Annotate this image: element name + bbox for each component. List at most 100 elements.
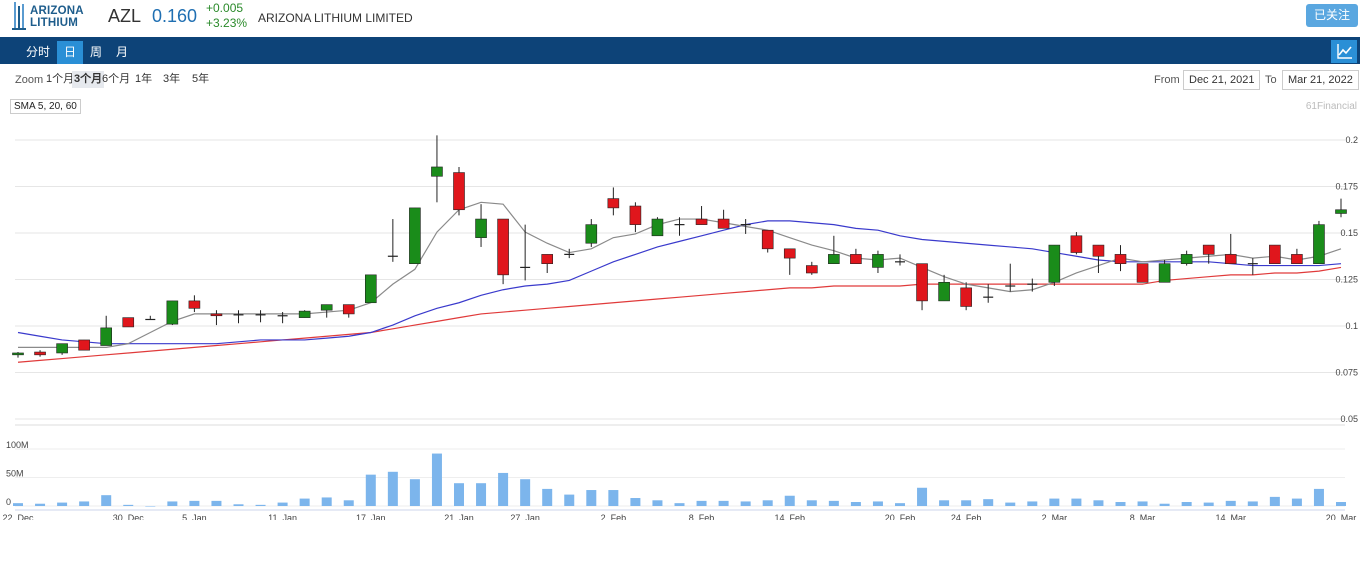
candle-body (717, 218, 730, 229)
candle-body (409, 207, 421, 264)
volume-bar (79, 501, 90, 506)
candle-body (872, 254, 884, 268)
volume-bar (542, 488, 553, 506)
volume-bar (321, 497, 332, 506)
volume-bar (189, 500, 200, 506)
date-tick-label: 22. Dec (2, 513, 34, 520)
volume-bar (1115, 502, 1126, 506)
candle-body (783, 248, 796, 259)
volume-bar (145, 506, 156, 507)
volume-bar (850, 502, 861, 506)
date-tick-label: 2. Mar (1042, 513, 1068, 520)
sma5-line (18, 201, 1342, 348)
date-tick-label: 8. Mar (1130, 513, 1156, 520)
line-chart-icon (1337, 44, 1352, 59)
date-tick-label: 17. Jan (356, 513, 386, 520)
tab-monthly[interactable]: 月 (115, 45, 128, 59)
volume-bar (1049, 498, 1060, 506)
volume-bar (409, 479, 420, 506)
candle-body (938, 281, 950, 302)
price-tick-label: 0.075 (1335, 368, 1358, 378)
volume-bar (343, 500, 354, 506)
quote-header: ARIZONA LITHIUM AZL 0.160 +0.005 +3.23% … (0, 0, 1360, 37)
to-label: To (1265, 74, 1277, 86)
date-tick-label: 14. Mar (1215, 513, 1246, 520)
zoom-3m-button[interactable]: 3个月 (72, 71, 105, 88)
volume-bar (674, 503, 685, 506)
price-tick-label: 0.05 (1340, 414, 1358, 424)
zoom-label: Zoom (15, 74, 44, 86)
date-tick-label: 20. Feb (885, 513, 916, 520)
candle-body (1202, 244, 1215, 255)
candle-body (34, 351, 46, 356)
volume-bar (1225, 500, 1236, 506)
zoom-5y-button[interactable]: 5年 (192, 73, 210, 85)
volume-bar (520, 479, 531, 506)
candle-body (805, 265, 818, 274)
volume-bar (983, 499, 994, 506)
volume-bar (1203, 502, 1214, 506)
date-tick-label: 2. Feb (601, 513, 627, 520)
candle-body (56, 343, 68, 354)
volume-bar (1071, 498, 1082, 506)
candle-body (651, 218, 664, 237)
price-tick-label: 0.125 (1335, 275, 1358, 285)
date-tick-label: 5. Jan (182, 513, 207, 520)
volume-tick-label: 0 (6, 497, 11, 507)
price-change: +0.005 +3.23% (206, 1, 247, 31)
tab-weekly[interactable]: 周 (89, 45, 102, 59)
chart-type-toggle[interactable] (1331, 40, 1357, 63)
volume-bar (211, 500, 222, 506)
date-tick-label: 30. Dec (113, 513, 145, 520)
volume-bar (939, 500, 950, 506)
volume-bar (586, 490, 597, 506)
zoom-1m-button[interactable]: 1个月 (46, 73, 75, 85)
follow-button[interactable]: 已关注 (1306, 4, 1358, 27)
date-tick-label: 14. Feb (774, 513, 805, 520)
candle-body (1158, 263, 1171, 283)
sma60-line (17, 266, 1342, 363)
candle-body (210, 313, 223, 317)
volume-bar (299, 498, 310, 506)
candle-body (12, 352, 24, 356)
volume-bar (961, 500, 972, 506)
sma20-line (17, 220, 1342, 345)
candle-body (1114, 254, 1127, 264)
volume-bar (740, 501, 751, 506)
volume-bar (652, 500, 663, 506)
candle-body (100, 327, 112, 346)
date-tick-label: 21. Jan (444, 513, 474, 520)
tab-daily[interactable]: 日 (57, 41, 83, 64)
volume-bar (1291, 498, 1302, 506)
volume-bar (476, 483, 487, 506)
volume-bar (454, 483, 464, 506)
volume-bar (784, 495, 795, 506)
candle-body (607, 198, 620, 209)
volume-bar (1181, 502, 1192, 506)
price-tick-label: 0.2 (1345, 135, 1358, 145)
candle-body (320, 304, 333, 311)
volume-bar (1247, 501, 1258, 506)
volume-bar (872, 501, 883, 506)
volume-bar (917, 487, 928, 506)
candle-body (453, 172, 465, 211)
tab-intraday[interactable]: 分时 (25, 45, 50, 59)
zoom-1y-button[interactable]: 1年 (135, 73, 153, 85)
zoom-3y-button[interactable]: 3年 (163, 73, 181, 85)
volume-bar (828, 500, 839, 506)
volume-bar (277, 502, 288, 506)
candle-body (695, 218, 708, 225)
indicator-legend[interactable]: SMA 5, 20, 60 (10, 99, 81, 114)
zoom-6m-button[interactable]: 6个月 (102, 73, 131, 85)
to-date-input[interactable]: Mar 21, 2022 (1282, 70, 1359, 90)
candle-body (166, 300, 179, 325)
candle-body (475, 218, 487, 238)
candle-body (78, 339, 90, 351)
volume-bar (1159, 503, 1170, 506)
from-date-input[interactable]: Dec 21, 2021 (1183, 70, 1261, 90)
candle-body (761, 229, 774, 250)
candle-body (585, 224, 598, 244)
volume-bar (895, 503, 905, 506)
volume-bar (123, 504, 134, 506)
volume-bar (255, 504, 266, 506)
